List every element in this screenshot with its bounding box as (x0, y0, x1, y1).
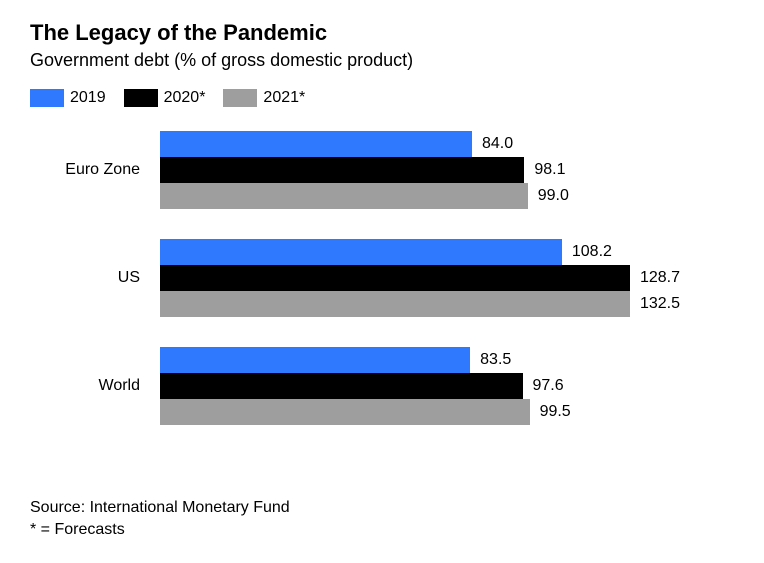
bar-value-label: 97.6 (533, 377, 564, 395)
bar (160, 291, 630, 317)
bar-value-label: 98.1 (534, 161, 565, 179)
legend-label: 2020* (164, 89, 206, 107)
legend-label: 2019 (70, 89, 106, 107)
bars-container: 108.2 128.7 132.5 (160, 239, 680, 317)
bar-value-label: 99.0 (538, 187, 569, 205)
bar-row: 98.1 (160, 157, 680, 183)
bar (160, 265, 630, 291)
bar-row: 132.5 (160, 291, 680, 317)
bar-row: 99.0 (160, 183, 680, 209)
bar (160, 131, 472, 157)
bar-value-label: 128.7 (640, 269, 680, 287)
bar-group: US 108.2 128.7 132.5 (30, 239, 730, 317)
bar-value-label: 84.0 (482, 135, 513, 153)
bar-group: World 83.5 97.6 99.5 (30, 347, 730, 425)
bar-value-label: 83.5 (480, 351, 511, 369)
footnotes: Source: International Monetary Fund * = … (30, 497, 734, 542)
group-label: US (30, 269, 150, 287)
bar (160, 347, 470, 373)
bar (160, 157, 524, 183)
forecast-note: * = Forecasts (30, 519, 734, 541)
legend-item: 2019 (30, 89, 106, 107)
bar-row: 99.5 (160, 399, 680, 425)
bar (160, 373, 523, 399)
bar-row: 83.5 (160, 347, 680, 373)
bar (160, 239, 562, 265)
legend-item: 2020* (124, 89, 206, 107)
source-line: Source: International Monetary Fund (30, 497, 734, 519)
bar-row: 128.7 (160, 265, 680, 291)
bar (160, 399, 530, 425)
bar-row: 84.0 (160, 131, 680, 157)
legend-swatch (124, 89, 158, 107)
bar (160, 183, 528, 209)
chart-subtitle: Government debt (% of gross domestic pro… (30, 50, 734, 71)
group-label: Euro Zone (30, 161, 150, 179)
bars-container: 84.0 98.1 99.0 (160, 131, 680, 209)
bar-value-label: 108.2 (572, 243, 612, 261)
bar-row: 108.2 (160, 239, 680, 265)
bar-value-label: 99.5 (540, 403, 571, 421)
legend: 2019 2020* 2021* (30, 89, 734, 107)
bars-container: 83.5 97.6 99.5 (160, 347, 680, 425)
legend-item: 2021* (223, 89, 305, 107)
bar-value-label: 132.5 (640, 295, 680, 313)
group-label: World (30, 377, 150, 395)
legend-swatch (30, 89, 64, 107)
legend-label: 2021* (263, 89, 305, 107)
bar-group: Euro Zone 84.0 98.1 99.0 (30, 131, 730, 209)
legend-swatch (223, 89, 257, 107)
bar-row: 97.6 (160, 373, 680, 399)
chart-area: Euro Zone 84.0 98.1 99.0 US 108.2 128.7 132.5 Wo… (30, 131, 730, 471)
chart-title: The Legacy of the Pandemic (30, 20, 734, 46)
